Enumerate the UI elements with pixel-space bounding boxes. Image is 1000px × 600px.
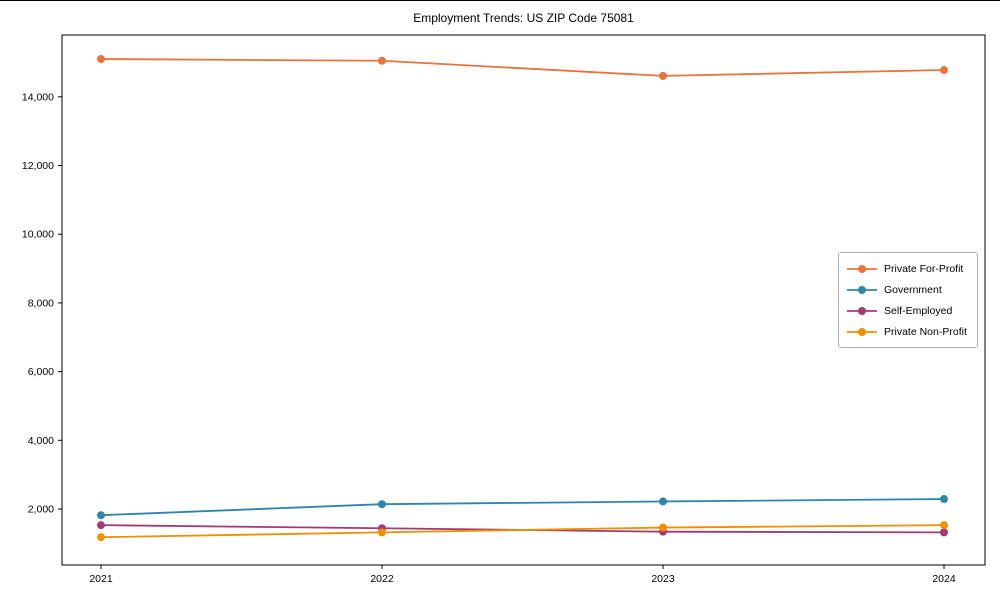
x-tick-label: 2021 (89, 573, 113, 585)
series-marker-private-for-profit (378, 56, 386, 65)
legend-line-marker-icon (847, 285, 877, 294)
legend-label-self-employed: Self-Employed (884, 304, 953, 317)
series-marker-private-non-profit (378, 528, 386, 537)
series-marker-self-employed (97, 521, 105, 530)
legend-line-marker-icon (847, 306, 877, 315)
legend-item-private-non-profit: Private Non-Profit (847, 326, 969, 338)
series-marker-private-for-profit (940, 66, 948, 75)
y-tick-label: 14,000 (22, 91, 54, 103)
series-marker-self-employed (940, 528, 948, 537)
y-tick-label: 10,000 (22, 229, 54, 241)
legend: Private For-Profit Government Self-Employe… (838, 252, 978, 348)
legend-line-marker-icon (847, 264, 877, 273)
legend-line-marker-icon (847, 327, 877, 336)
y-tick-label: 2,000 (28, 504, 54, 516)
x-tick-label: 2023 (651, 573, 675, 585)
series-line-private-for-profit (100, 58, 945, 77)
legend-label-government: Government (884, 283, 942, 296)
legend-label-private-for-profit: Private For-Profit (884, 262, 964, 275)
figure-top-border (0, 0, 1000, 1)
series-line-government (100, 498, 945, 517)
series-marker-private-non-profit (940, 521, 948, 530)
x-tick-label: 2022 (370, 573, 394, 585)
series-line-private-non-profit (100, 524, 945, 539)
axes-box (61, 34, 986, 566)
y-tick-label: 6,000 (28, 366, 54, 378)
series-marker-government (97, 511, 105, 520)
series-marker-private-for-profit (97, 55, 105, 64)
series-marker-private-non-profit (659, 523, 667, 532)
x-tick-label: 2024 (932, 573, 956, 585)
series-marker-private-for-profit (659, 71, 667, 80)
series-marker-private-non-profit (97, 533, 105, 542)
y-tick-label: 4,000 (28, 435, 54, 447)
y-tick-label: 12,000 (22, 160, 54, 172)
legend-item-government: Government (847, 284, 969, 296)
legend-item-private-for-profit: Private For-Profit (847, 263, 969, 275)
series-marker-government (659, 497, 667, 506)
y-tick-label: 8,000 (28, 297, 54, 309)
legend-item-self-employed: Self-Employed (847, 305, 969, 317)
series-marker-government (940, 495, 948, 504)
chart-title: Employment Trends: US ZIP Code 75081 (413, 11, 634, 25)
legend-label-private-non-profit: Private Non-Profit (884, 325, 967, 338)
series-marker-government (378, 500, 386, 509)
